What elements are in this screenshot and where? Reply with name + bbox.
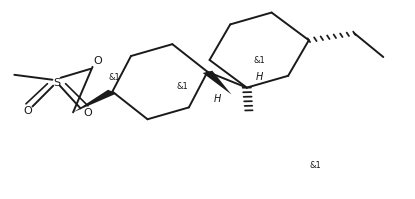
Text: O: O [83, 108, 92, 118]
Text: S: S [53, 78, 60, 88]
Text: O: O [23, 106, 32, 116]
Text: H: H [256, 72, 263, 82]
Text: &1: &1 [109, 73, 120, 82]
Text: &1: &1 [253, 57, 265, 65]
Text: O: O [93, 56, 102, 66]
Text: &1: &1 [177, 82, 188, 91]
Text: &1: &1 [309, 161, 321, 170]
Polygon shape [203, 71, 232, 95]
Text: H: H [214, 94, 222, 103]
Polygon shape [73, 90, 117, 112]
